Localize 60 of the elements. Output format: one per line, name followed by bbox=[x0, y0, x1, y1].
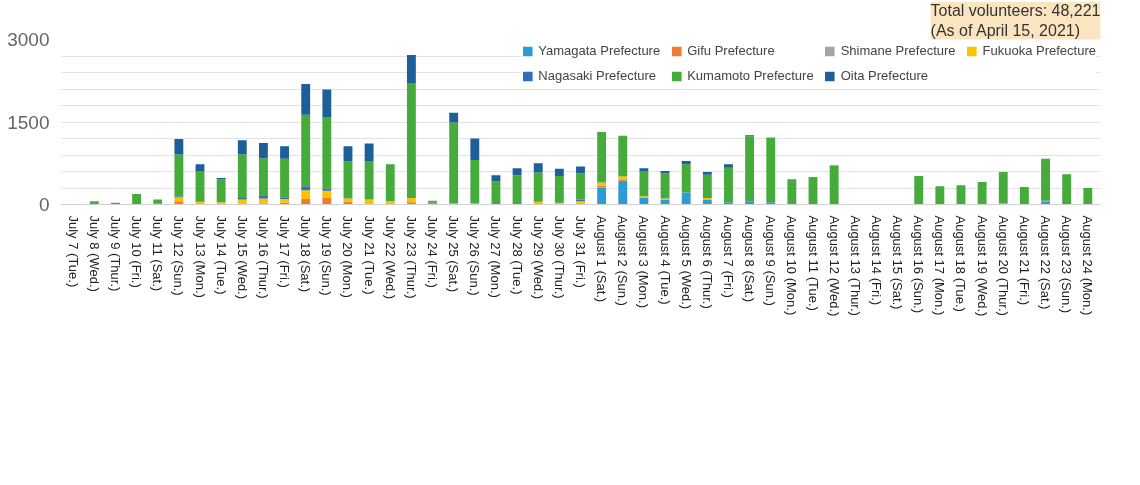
x-tick-label: July 13 (Mon.) bbox=[192, 215, 208, 298]
x-tick-label: August 2 (Sun.) bbox=[615, 215, 631, 306]
x-tick-label: August 23 (Sun.) bbox=[1059, 215, 1075, 314]
legend-label: Yamagata Prefecture bbox=[538, 43, 661, 58]
x-tick-label: July 8 (Wed.) bbox=[86, 215, 102, 292]
x-tick-label: July 23 (Thur.) bbox=[403, 215, 419, 299]
x-tick-label: August 21 (Fri.) bbox=[1016, 215, 1032, 306]
x-tick-label: August 15 (Sat.) bbox=[890, 215, 906, 310]
x-tick-label: July 19 (Sun.) bbox=[319, 215, 335, 296]
x-tick-label: August 22 (Sat.) bbox=[1038, 215, 1054, 310]
x-tick-label: July 9 (Thur.) bbox=[107, 215, 123, 292]
x-tick-label: July 30 (Thur.) bbox=[551, 215, 567, 299]
x-tick-label: August 13 (Thur.) bbox=[847, 215, 863, 316]
y-tick-label: 3000 bbox=[7, 29, 50, 50]
x-tick-label: August 19 (Wed.) bbox=[974, 215, 990, 317]
legend-label: Gifu Prefecture bbox=[687, 43, 775, 58]
x-tick-label: July 27 (Mon.) bbox=[488, 215, 504, 298]
x-tick-label: August 7 (Fri.) bbox=[720, 215, 736, 298]
x-tick-label: August 10 (Mon.) bbox=[784, 215, 800, 316]
x-tick-label: August 12 (Wed.) bbox=[826, 215, 842, 317]
x-tick-label: July 22 (Wed.) bbox=[382, 215, 398, 300]
y-tick-label: 0 bbox=[38, 194, 50, 215]
x-tick-label: August 18 (Tue.) bbox=[953, 215, 969, 312]
x-tick-label: August 14 (Fri.) bbox=[868, 215, 884, 306]
x-tick-label: August 1 (Sat.) bbox=[594, 215, 610, 303]
x-tick-label: July 16 (Thur.) bbox=[255, 215, 271, 299]
text: Total volunteers: 48,221 (As of April 15, 2021) bbox=[930, 2, 1101, 40]
x-tick-label: August 24 (Mon.) bbox=[1080, 215, 1096, 316]
x-tick-label: July 11 (Sat.) bbox=[150, 215, 166, 292]
x-tick-label: August 6 (Thur.) bbox=[699, 215, 715, 309]
x-tick-label: July 24 (Fri.) bbox=[425, 215, 441, 288]
x-tick-label: August 3 (Mon.) bbox=[636, 215, 652, 308]
x-tick-label: August 11 (Tue.) bbox=[805, 215, 821, 311]
x-tick-label: August 16 (Sun.) bbox=[911, 215, 927, 314]
x-tick-label: August 20 (Thur.) bbox=[995, 215, 1011, 316]
x-tick-label: July 15 (Wed.) bbox=[234, 215, 250, 300]
x-tick-label: July 14 (Tue.) bbox=[213, 215, 229, 295]
x-tick-label: August 4 (Tue.) bbox=[657, 215, 673, 305]
x-tick-label: July 18 (Sat.) bbox=[298, 215, 314, 293]
x-tick-label: July 12 (Sun.) bbox=[171, 215, 187, 296]
x-tick-label: August 9 (Sun.) bbox=[763, 215, 779, 306]
x-tick-label: August 17 (Mon.) bbox=[932, 215, 948, 316]
x-tick-label: August 8 (Sat.) bbox=[742, 215, 758, 303]
x-tick-label: July 29 (Wed.) bbox=[530, 215, 546, 300]
legend-label: Nagasaki Prefecture bbox=[538, 68, 657, 83]
x-tick-label: July 31 (Fri.) bbox=[573, 215, 588, 288]
x-tick-label: July 20 (Mon.) bbox=[340, 215, 356, 298]
x-tick-label: August 5 (Wed.) bbox=[678, 215, 694, 310]
legend-label: Oita Prefecture bbox=[840, 68, 929, 83]
legend-label: Shimane Prefecture bbox=[840, 43, 956, 58]
legend-label: Fukuoka Prefecture bbox=[982, 43, 1096, 58]
x-tick-label: July 10 (Fri.) bbox=[129, 215, 145, 288]
x-tick-label: July 28 (Tue.) bbox=[509, 215, 525, 295]
legend-label: Kumamoto Prefecture bbox=[687, 68, 814, 83]
x-tick-label: July 26 (Sun.) bbox=[467, 215, 483, 296]
y-tick-label: 1500 bbox=[7, 111, 50, 133]
x-tick-label: July 21 (Tue.) bbox=[361, 215, 377, 295]
x-tick-label: July 25 (Sat.) bbox=[446, 215, 462, 293]
x-tick-label: July 17 (Fri.) bbox=[277, 215, 293, 288]
x-tick-label: July 7 (Tue.) bbox=[65, 215, 81, 288]
